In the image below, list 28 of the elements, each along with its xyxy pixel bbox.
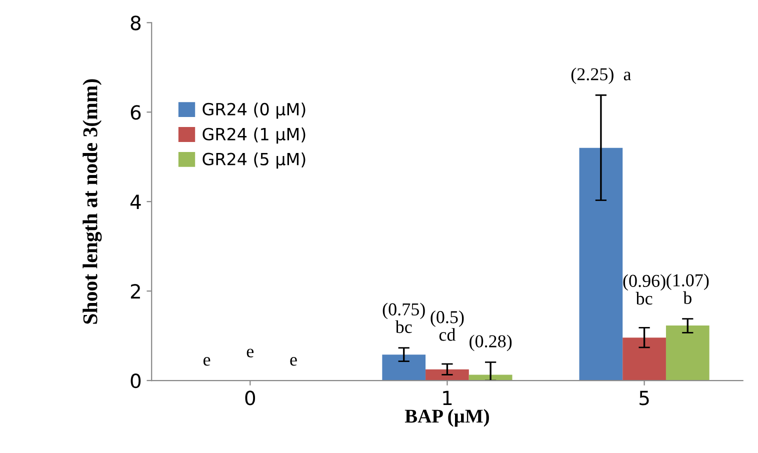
x-tick-label: 5 [640,390,649,406]
legend-label: GR24 (0 µM) [202,102,306,119]
y-tick-label: 6 [130,105,141,120]
bar [468,374,512,381]
annotation: e [246,348,254,358]
annotation: (0.75) bc [382,302,425,334]
bar [666,325,710,381]
y-tick-label: 2 [130,284,140,298]
annotation: (1.07) b [666,274,709,304]
annotation: (2.25) a [571,68,632,84]
y-tick-label: 8 [130,16,141,30]
y-tick-label: 0 [130,373,141,388]
x-axis-title: BAP (µM) [404,409,489,427]
annotation: (0.28) [470,334,512,352]
annotation: (0.96) bc [623,274,666,305]
x-tick-label: 1 [443,390,452,406]
annotation: e [290,357,297,366]
y-tick-label: 4 [130,194,141,209]
bar [382,354,426,381]
bar [622,338,666,381]
bar [579,148,623,381]
legend-label: GR24 (5 µM) [202,152,306,169]
legend-label: GR24 (1 µM) [202,128,306,144]
annotation: e [203,357,210,366]
x-tick-label: 0 [245,390,256,406]
bar [426,369,469,381]
annotation: (0.5) cd [430,310,464,341]
y-axis-title: Shoot length at node 3(mm) [82,79,102,324]
